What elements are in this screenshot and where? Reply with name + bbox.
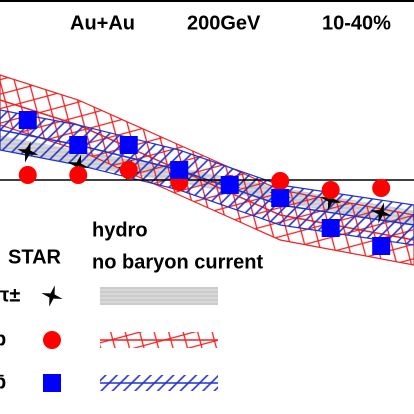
marker: [321, 219, 340, 237]
legend-label: p̄: [0, 371, 6, 393]
marker: [220, 176, 239, 194]
marker: [69, 166, 88, 184]
marker: [321, 181, 340, 199]
legend-marker: [43, 331, 61, 349]
legend-label: p: [0, 328, 6, 350]
marker: [67, 154, 89, 176]
marker: [271, 189, 290, 207]
marker: [170, 161, 189, 179]
marker: [320, 189, 342, 211]
marker: [18, 111, 37, 129]
marker: [271, 172, 290, 190]
hydro-band: [0, 109, 414, 246]
legend-label: π±: [0, 284, 20, 306]
marker: [372, 179, 391, 197]
model-title: no baryon current: [92, 251, 263, 273]
marker: [370, 202, 392, 224]
title-part: 200GeV: [187, 12, 261, 34]
marker: [18, 166, 37, 184]
marker: [372, 237, 391, 255]
marker: [119, 161, 138, 179]
model-title: hydro: [92, 219, 148, 241]
marker: [69, 136, 88, 154]
title-part: 10-40%: [322, 12, 391, 34]
legend-marker: [43, 374, 61, 392]
legend-band: [100, 287, 218, 305]
title-part: Au+Au: [70, 12, 135, 34]
marker: [119, 136, 138, 154]
legend-title: STAR: [8, 246, 62, 268]
legend-marker: [41, 285, 63, 307]
marker: [17, 141, 39, 163]
